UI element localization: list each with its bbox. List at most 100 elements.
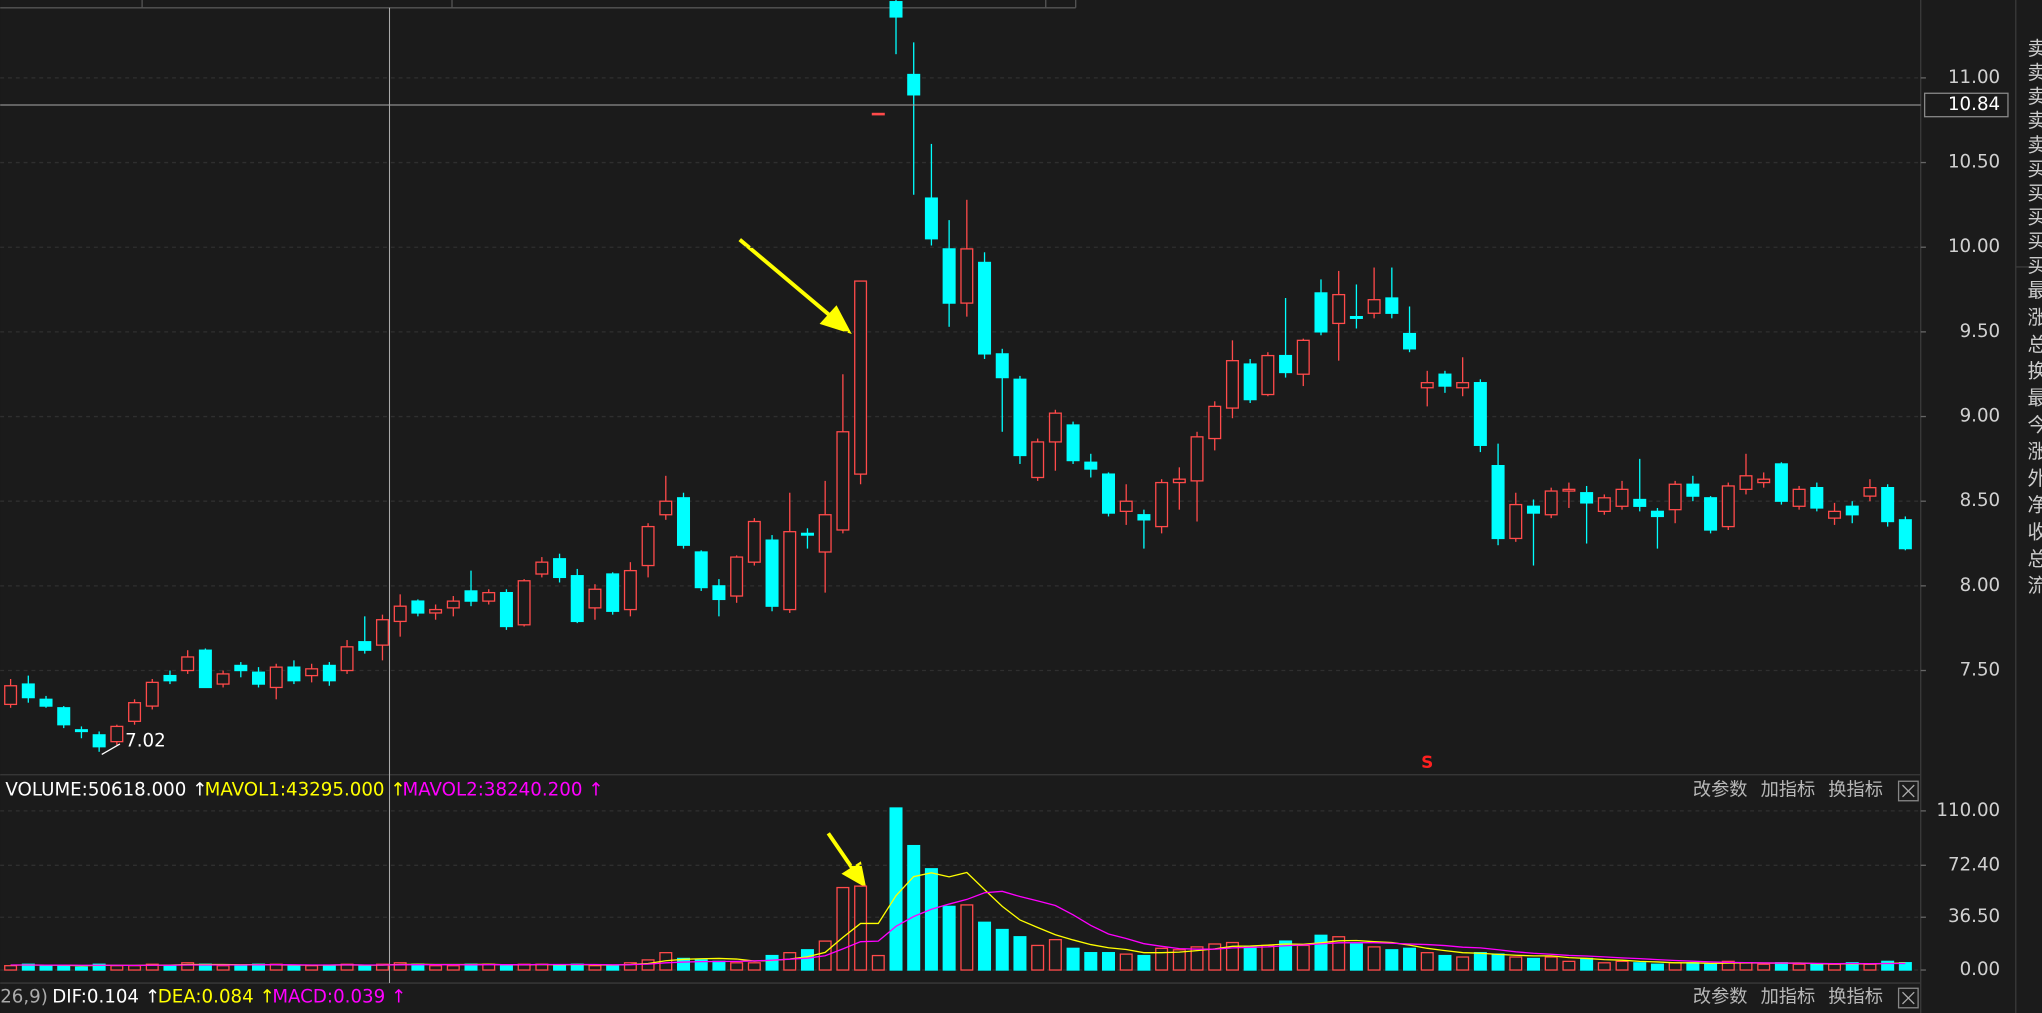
button[interactable]: 改参数 (1693, 779, 1748, 800)
candle-body (181, 656, 195, 672)
candle-body (234, 664, 248, 672)
candle-body (942, 248, 956, 304)
candle-body (1580, 492, 1594, 504)
top-toolbar (0, 0, 1077, 9)
side-label: 买 (2027, 254, 2042, 277)
candle-body (429, 608, 443, 614)
button[interactable]: 加指标 (1761, 779, 1816, 800)
side-label: 最 (2027, 279, 2042, 302)
candle-body (446, 600, 460, 609)
volume-bar (145, 963, 159, 971)
y-tick-label: 8.50 (1960, 490, 2001, 511)
volume-bar (1544, 956, 1558, 971)
candle-body (1597, 497, 1611, 513)
candle-body (1155, 481, 1169, 528)
candle-body (606, 573, 620, 612)
candle-body (358, 641, 372, 651)
candle-body (1863, 487, 1877, 497)
candle-body (730, 556, 744, 597)
volume-bar (322, 965, 336, 971)
close-button[interactable] (1897, 780, 1919, 802)
candle-body (1066, 424, 1080, 462)
candle-body (889, 1, 903, 18)
candle-body (1845, 505, 1859, 516)
button[interactable]: 加指标 (1761, 986, 1816, 1007)
candle-body (21, 683, 35, 699)
volume-bar (854, 885, 868, 971)
volume-bar (305, 965, 319, 971)
button[interactable]: 改参数 (1693, 986, 1748, 1007)
volume-bar (1243, 946, 1257, 971)
candle-body (287, 666, 301, 682)
volume-bar (1048, 938, 1062, 971)
side-label: 涨 (2027, 306, 2042, 329)
button[interactable]: 换指标 (1828, 779, 1883, 800)
candle-body (1898, 519, 1912, 550)
volume-bar (1597, 962, 1611, 971)
candle-body (1243, 363, 1257, 401)
candle-body (1473, 382, 1487, 446)
volume-bar (234, 965, 248, 971)
candle-body (1279, 354, 1293, 374)
volume-bar (606, 965, 620, 971)
volume-bar (1367, 946, 1381, 971)
volume-bar (924, 868, 938, 971)
candle-body (198, 649, 212, 689)
volume-bar (871, 954, 885, 971)
candle-body (641, 525, 655, 567)
candle-body (145, 681, 159, 707)
side-label: 买 (2027, 206, 2042, 229)
candle-body (694, 551, 708, 589)
candle-body (924, 197, 938, 240)
volume-bar (800, 949, 814, 971)
volume-bar (676, 957, 691, 971)
candle-body (907, 73, 921, 96)
mavol2-legend: MAVOL2:38240.200 ↑ (403, 779, 604, 800)
button[interactable]: 换指标 (1828, 986, 1883, 1007)
crosshair-label-box (1923, 92, 2009, 118)
candle-body (553, 558, 567, 579)
volume-bar (1810, 963, 1824, 971)
volume-bar (1438, 954, 1452, 971)
y-tick-label: 72.40 (1948, 854, 2000, 875)
side-label: 卖 (2027, 109, 2042, 132)
volume-bar (1013, 936, 1027, 971)
candle-body (1225, 360, 1239, 409)
close-button[interactable] (1897, 987, 1919, 1009)
candle-body (995, 353, 1009, 379)
volume-bar (1279, 940, 1293, 971)
volume-bar (429, 965, 443, 971)
candle-body (623, 569, 637, 611)
candle-body (1367, 299, 1381, 314)
y-tick-label: 9.00 (1960, 406, 2001, 427)
side-label: 涨 (2027, 440, 2042, 463)
volume-bar (1633, 962, 1647, 971)
volume-bar (588, 965, 602, 971)
side-label: 总 (2027, 547, 2042, 570)
volume-bar (1155, 947, 1169, 971)
candle-body (1137, 514, 1151, 521)
candle-body (269, 666, 283, 689)
volume-bar (163, 965, 177, 971)
candle-body (1509, 503, 1523, 540)
candle-body (1261, 354, 1275, 396)
volume-bar (1208, 943, 1222, 971)
candle-body (676, 497, 691, 546)
candle-body (800, 532, 814, 536)
candle-body (1615, 488, 1629, 507)
candle-body (375, 619, 389, 646)
volume-bar (1119, 953, 1133, 971)
volume-bar (1385, 949, 1399, 971)
candle-body (110, 725, 124, 743)
y-tick-label: 11.00 (1948, 67, 2000, 88)
candle-body (1456, 382, 1470, 389)
volume-bar (907, 844, 921, 971)
candle-body (836, 431, 850, 531)
side-label: 总 (2027, 333, 2042, 356)
volume-bar (1704, 963, 1718, 971)
volume-bar (1296, 944, 1310, 971)
candle-body (128, 702, 142, 722)
volume-bar (128, 965, 142, 971)
candle-body (482, 591, 496, 602)
